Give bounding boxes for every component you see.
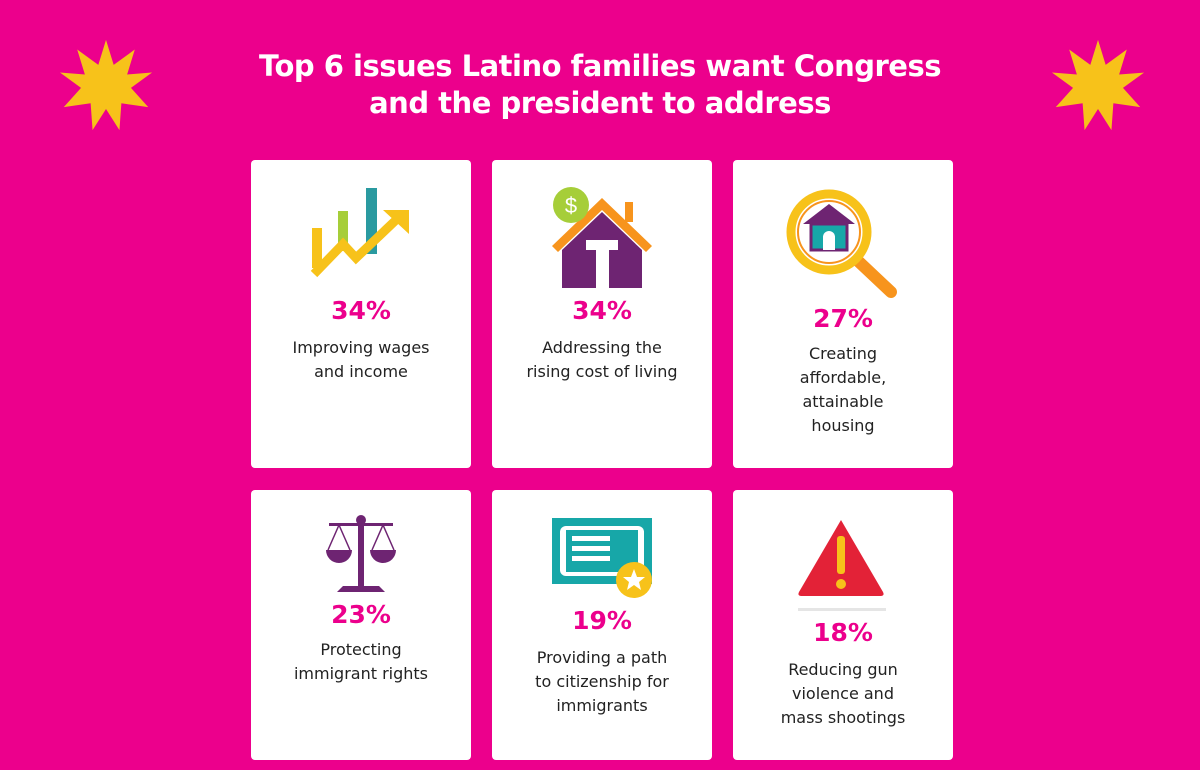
issue-card-gun-violence: 18% Reducing gun violence and mass shoot… bbox=[733, 490, 953, 760]
title-line: Top 6 issues Latino families want Congre… bbox=[259, 49, 941, 83]
issue-label: Providing a path to citizenship for immi… bbox=[502, 646, 702, 718]
issue-percent: 27% bbox=[813, 304, 873, 333]
title-line: and the president to address bbox=[369, 86, 831, 120]
issue-card-citizenship: 19% Providing a path to citizenship for … bbox=[492, 490, 712, 760]
certificate-icon bbox=[552, 518, 652, 598]
issue-percent: 23% bbox=[331, 600, 391, 629]
warning-icon bbox=[798, 520, 886, 611]
issue-label: Protecting immigrant rights bbox=[261, 638, 461, 686]
issue-label: Addressing the rising cost of living bbox=[502, 336, 702, 384]
label-line: Creating bbox=[808, 344, 878, 363]
label-line: violence and bbox=[792, 684, 894, 703]
label-line: attainable bbox=[802, 392, 884, 411]
label-line: affordable, bbox=[799, 368, 887, 387]
issue-card-housing: 27% Creating affordable, attainable hous… bbox=[733, 160, 953, 468]
label-line: rising cost of living bbox=[526, 362, 678, 381]
issue-label: Creating affordable, attainable housing bbox=[743, 342, 943, 438]
label-line: immigrant rights bbox=[293, 664, 429, 683]
star-burst-icon bbox=[1051, 39, 1145, 131]
label-line: immigrants bbox=[556, 696, 648, 715]
label-line: to citizenship for bbox=[535, 672, 669, 691]
issue-card-immigrant-rights: 23% Protecting immigrant rights bbox=[251, 490, 471, 760]
issue-percent: 34% bbox=[331, 296, 391, 325]
label-line: Reducing gun bbox=[788, 660, 898, 679]
label-line: mass shootings bbox=[780, 708, 906, 727]
issue-label: Reducing gun violence and mass shootings bbox=[743, 658, 943, 730]
star-burst-icon bbox=[59, 39, 153, 131]
label-line: Improving wages bbox=[292, 338, 430, 357]
label-line: Protecting bbox=[320, 640, 402, 659]
label-line: housing bbox=[811, 416, 875, 435]
label-line: and income bbox=[314, 362, 408, 381]
page-title: Top 6 issues Latino families want Congre… bbox=[0, 48, 1200, 122]
issue-percent: 18% bbox=[813, 618, 873, 647]
label-line: Providing a path bbox=[536, 648, 668, 667]
house-dollar-icon: $ bbox=[552, 187, 652, 288]
issue-percent: 19% bbox=[572, 606, 632, 635]
issue-card-cost-of-living: $ 34% Addressing the rising cost of livi… bbox=[492, 160, 712, 468]
scales-of-justice-icon bbox=[326, 515, 396, 592]
label-line: Addressing the bbox=[542, 338, 662, 357]
issue-label: Improving wages and income bbox=[261, 336, 461, 384]
magnifier-house-icon bbox=[786, 189, 897, 298]
issue-percent: 34% bbox=[572, 296, 632, 325]
svg-text:$: $ bbox=[565, 193, 577, 218]
issue-card-wages: 34% Improving wages and income bbox=[251, 160, 471, 468]
rising-chart-icon bbox=[310, 188, 409, 278]
